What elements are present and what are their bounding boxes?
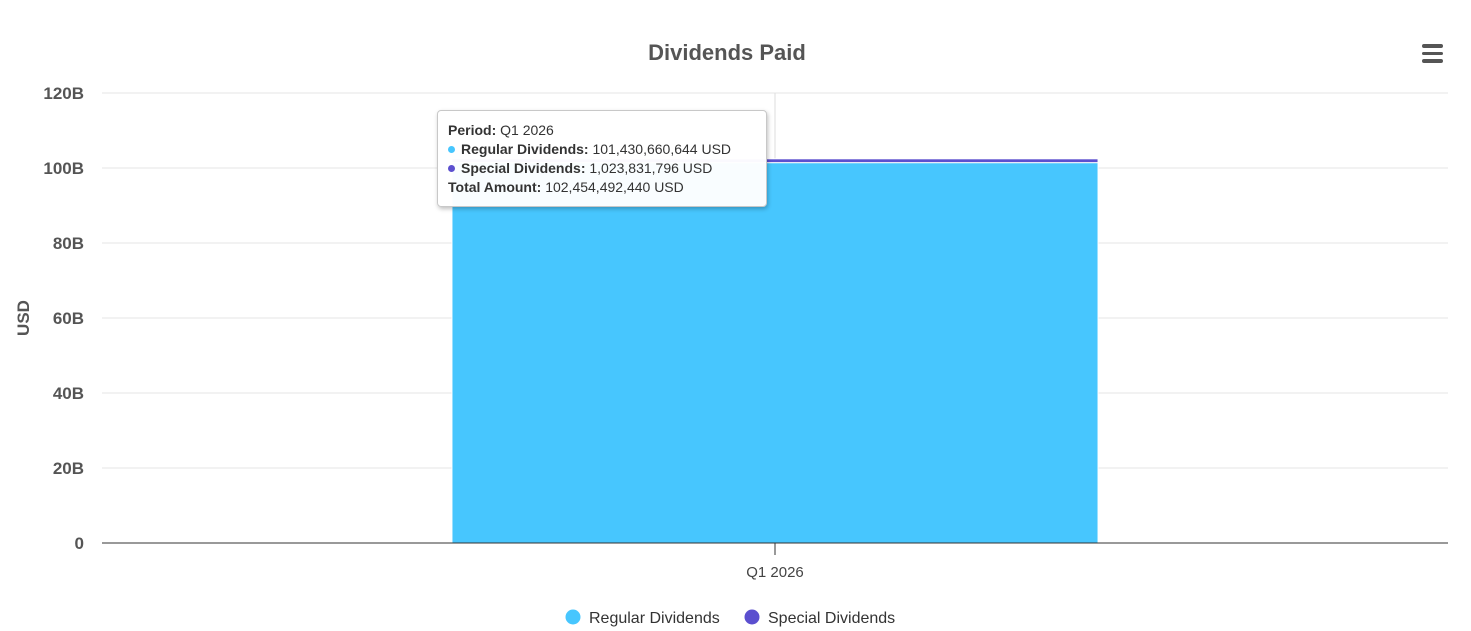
tooltip-special-value: 1,023,831,796 USD: [589, 160, 713, 176]
y-tick-label: 120B: [43, 84, 84, 103]
tooltip-period-value: Q1 2026: [500, 122, 554, 138]
y-tick-label: 0: [75, 534, 84, 553]
y-axis-label: USD: [14, 300, 33, 336]
y-tick-label: 20B: [53, 459, 84, 478]
x-axis-ticks: Q1 2026: [746, 543, 804, 581]
tooltip-special-row: Special Dividends: 1,023,831,796 USD: [448, 159, 756, 178]
y-axis-ticks: 0 20B 40B 60B 80B 100B 120B: [43, 84, 84, 553]
tooltip-regular-label: Regular Dividends:: [461, 141, 589, 157]
tooltip-period-label: Period:: [448, 122, 497, 138]
tooltip-total-value: 102,454,492,440 USD: [545, 179, 684, 195]
tooltip-special-label: Special Dividends:: [461, 160, 586, 176]
tooltip-total-row: Total Amount: 102,454,492,440 USD: [448, 178, 756, 197]
legend-marker-icon: [565, 609, 581, 625]
legend-label: Regular Dividends: [589, 610, 720, 627]
legend-item-special-dividends[interactable]: Special Dividends: [744, 609, 896, 628]
tooltip-period-row: Period: Q1 2026: [448, 121, 756, 140]
legend-label: Special Dividends: [768, 610, 895, 627]
x-tick-label: Q1 2026: [746, 564, 804, 581]
y-tick-label: 40B: [53, 384, 84, 403]
hamburger-menu-icon[interactable]: [1415, 40, 1449, 68]
legend: Regular Dividends Special Dividends: [565, 609, 896, 628]
special-dot-icon: [448, 165, 455, 172]
tooltip-total-label: Total Amount:: [448, 179, 542, 195]
y-tick-label: 100B: [43, 159, 84, 178]
tooltip-regular-row: Regular Dividends: 101,430,660,644 USD: [448, 140, 756, 159]
legend-item-regular-dividends[interactable]: Regular Dividends: [565, 609, 720, 628]
regular-dot-icon: [448, 146, 455, 153]
y-tick-label: 80B: [53, 234, 84, 253]
legend-marker-icon: [744, 609, 760, 625]
chart-title: Dividends Paid: [648, 40, 806, 65]
tooltip-regular-value: 101,430,660,644 USD: [592, 141, 732, 157]
bar-regular-dividends[interactable]: [451, 162, 1099, 544]
tooltip: Period: Q1 2026 Regular Dividends: 101,4…: [437, 110, 767, 207]
y-tick-label: 60B: [53, 309, 84, 328]
